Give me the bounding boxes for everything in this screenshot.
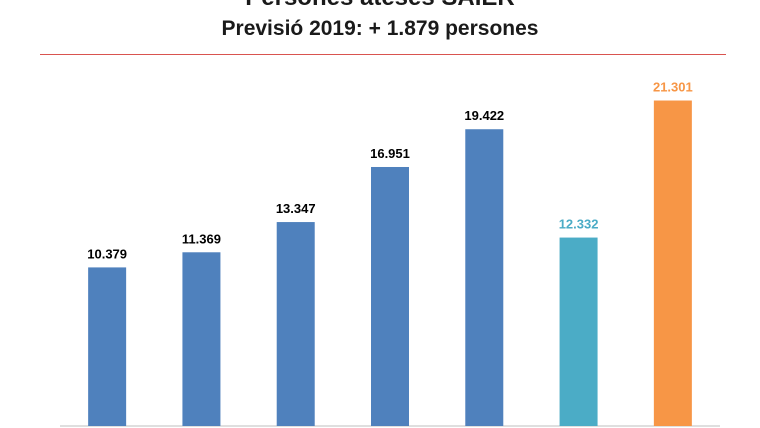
bar-4: [371, 166, 409, 427]
data-label-4: 16.951: [370, 146, 410, 161]
bar-1: [88, 267, 127, 426]
data-label-2: 11.369: [182, 231, 221, 246]
bar-5: [465, 129, 504, 426]
chart-title-block: Persones ateses SAIER Previsió 2019: + 1…: [0, 0, 760, 52]
data-label-5: 19.422: [464, 108, 504, 123]
chart-subtitle: Previsió 2019: + 1.879 persones: [221, 17, 539, 40]
data-label-6: 12.332: [559, 217, 599, 232]
bar-7: [653, 100, 692, 426]
chart-title: Persones ateses SAIER: [0, 0, 760, 12]
data-label-3: 13.347: [276, 201, 316, 216]
data-label-7: 21.301: [653, 80, 693, 95]
bar-2: [182, 252, 221, 426]
bar-6: [559, 237, 598, 426]
data-label-1: 10.379: [87, 246, 127, 261]
bar-3: [276, 222, 315, 426]
title-divider: [40, 54, 726, 55]
